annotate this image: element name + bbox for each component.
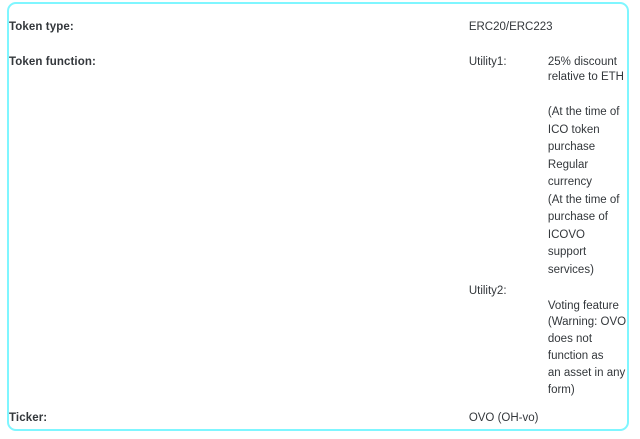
token-spec-panel: Token type: ERC20/ERC223 Token function:…	[7, 2, 629, 431]
table-row-ticker: Ticker: OVO (OH-vo)	[9, 401, 627, 429]
utility2-headline: Voting feature	[547, 300, 619, 312]
row-label-token-function: Token function:	[9, 56, 96, 68]
row-value-token-type: ERC20/ERC223	[468, 21, 553, 33]
table-row-token-type: Token type: ERC20/ERC223	[9, 4, 627, 45]
row-value-ticker: OVO (OH-vo)	[468, 412, 539, 424]
token-spec-table: Token type: ERC20/ERC223 Token function:…	[9, 4, 627, 429]
row-label-token-type: Token type:	[9, 21, 74, 33]
utility1-headline: 25% discount relative to ETH	[547, 56, 624, 83]
utility-description-column: 25% discount relative to ETH (At the tim…	[548, 45, 627, 401]
utility-key-column: Utility1: (At the time of ICO token purc…	[469, 45, 548, 401]
utility2-detail: (Warning: OVO does not function as an as…	[547, 316, 627, 396]
utility2-block: Voting feature (Warning: OVO does not fu…	[548, 299, 627, 399]
row-label-ticker: Ticker:	[9, 412, 48, 424]
utility1-detail: (At the time of ICO token purchase Regul…	[547, 106, 620, 276]
utility1-key-wrap: Utility1: (At the time of ICO token purc…	[469, 55, 548, 264]
utility2-key-wrap: Utility2:	[469, 284, 548, 299]
table-row-token-function: Token function: Utility1: (At the time o…	[9, 45, 627, 401]
utility1-block: 25% discount relative to ETH (At the tim…	[548, 55, 627, 279]
utility1-key: Utility1:	[468, 56, 507, 68]
utility2-key: Utility2:	[468, 285, 507, 297]
